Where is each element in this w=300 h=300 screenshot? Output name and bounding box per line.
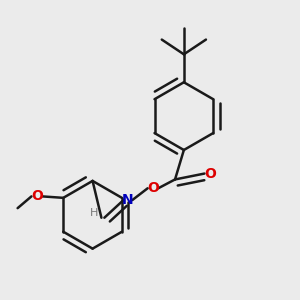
Text: H: H	[90, 208, 98, 218]
Text: N: N	[122, 193, 134, 207]
Text: O: O	[31, 189, 43, 203]
Text: O: O	[204, 167, 216, 181]
Text: O: O	[147, 181, 159, 195]
